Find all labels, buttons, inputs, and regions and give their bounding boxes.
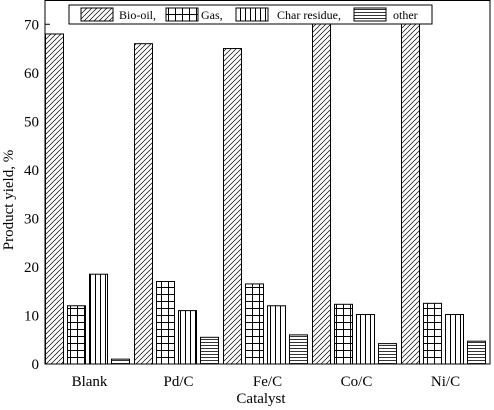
y-axis-label: Product yield, % [1,150,17,250]
bar-coc-series-3 [378,343,397,365]
legend-swatch [235,7,269,22]
bar-blank-series-2 [89,273,108,365]
y-tick-label: 10 [24,308,39,324]
legend: Bio-oil, Gas, Char residue, other [68,4,433,25]
y-tick-label: 20 [24,260,39,276]
y-tick-label: 60 [24,66,39,82]
legend-swatch [165,7,199,22]
x-tick-label: Blank [72,374,108,390]
bar-pdc-series-1 [156,280,175,365]
bar-fec-series-0 [223,48,242,365]
bar-fec-series-1 [245,283,264,365]
legend-label: other [393,8,418,22]
bar-pdc-series-0 [134,43,153,365]
bar-pdc-series-2 [178,310,197,365]
y-tick-label: 0 [32,357,40,373]
y-tick-label: 40 [24,163,39,179]
bar-blank-series-0 [45,33,64,365]
bar-coc-series-2 [356,313,375,365]
legend-swatch [80,7,114,22]
x-tick-label: Co/C [341,374,373,390]
bar-pdc-series-3 [200,336,219,365]
legend-label: Char residue, [277,8,341,22]
bar-blank-series-1 [67,305,86,365]
bar-fec-series-3 [289,334,308,365]
bar-coc-series-0 [312,9,331,365]
bar-nic-series-1 [423,302,442,365]
bar-blank-series-3 [111,358,130,365]
x-tick-label: Ni/C [431,374,460,390]
y-tick-label: 50 [24,114,39,130]
bar-nic-series-3 [467,340,486,365]
bar-nic-series-0 [401,14,420,365]
bar-fec-series-2 [267,305,286,365]
legend-label: Gas, [201,8,223,22]
bar-nic-series-2 [445,313,464,365]
bar-coc-series-1 [334,303,353,365]
y-tick-label: 30 [24,211,39,227]
x-axis-label: Catalyst [236,391,286,407]
legend-label: Bio-oil, [119,8,156,22]
legend-swatch [353,7,387,22]
y-tick-label: 70 [24,17,39,33]
x-tick-label: Fe/C [253,374,282,390]
plot-area: 0 10 20 30 40 50 60 70 Blank Pd/C Fe/C Co/C Ni/C [24,0,491,390]
x-tick-label: Pd/C [163,374,193,390]
